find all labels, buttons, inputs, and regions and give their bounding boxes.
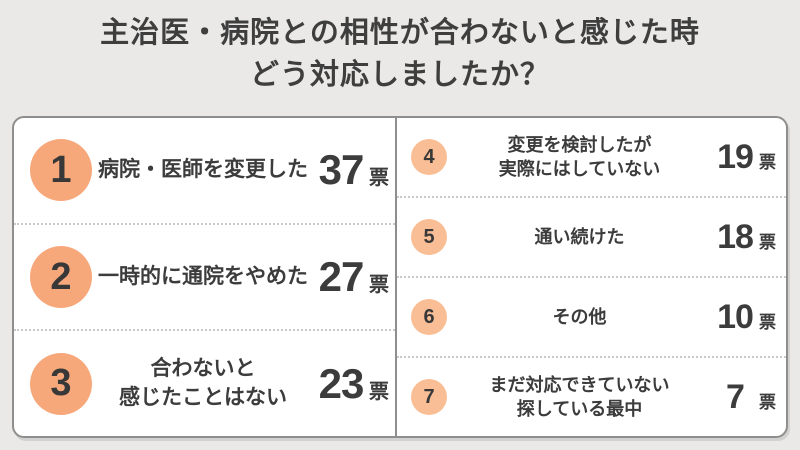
vote-unit-2: 票 [369, 274, 389, 296]
item-label-1: 病院・医師を変更した [98, 158, 308, 182]
vote-unit-7: 票 [759, 392, 776, 412]
vote-number-6: 10 [717, 297, 754, 336]
page-title: 主治医・病院との相性が合わないと感じた時 どう対応しましたか？ [0, 0, 800, 96]
ranking-item-2: 2 一時的に通院をやめた 27 票 [14, 222, 395, 330]
rank-badge-7: 7 [411, 379, 447, 415]
ranking-item-1: 1 病院・医師を変更した 37 票 [14, 118, 395, 223]
rank-badge-1: 1 [30, 139, 92, 202]
item-label-5: 通い続けた [534, 226, 625, 247]
vote-unit-4: 票 [759, 152, 776, 172]
ranking-item-5: 5 通い続けた 18 票 [397, 196, 786, 276]
item-label-6: その他 [552, 306, 607, 327]
rank-badge-3: 3 [30, 352, 92, 415]
rank-badge-5: 5 [411, 219, 447, 255]
rank-badge-4: 4 [411, 139, 447, 175]
item-label-4: 変更を検討したが 実際にはしていない [498, 134, 661, 179]
vote-unit-6: 票 [759, 312, 776, 332]
item-label-3: 合わないと 感じたことはない [119, 357, 287, 409]
vote-count-1: 37 票 [314, 146, 389, 194]
vote-number-1: 37 [318, 146, 365, 194]
vote-unit-1: 票 [369, 167, 389, 190]
ranking-item-3: 3 合わないと 感じたことはない 23 票 [14, 329, 395, 436]
vote-count-7: 7 票 [712, 378, 776, 417]
ranking-column-left: 1 病院・医師を変更した 37 票 2 一時的に通院をやめた 27 票 3 合わ… [14, 118, 395, 436]
vote-number-4: 19 [717, 137, 754, 176]
item-label-2: 一時的に通院をやめた [98, 264, 308, 288]
rank-badge-6: 6 [411, 299, 447, 335]
vote-count-5: 18 票 [712, 218, 776, 257]
vote-number-2: 27 [318, 253, 365, 300]
rank-badge-2: 2 [30, 246, 92, 308]
vote-unit-5: 票 [759, 232, 776, 252]
title-line-1: 主治医・病院との相性が合わないと感じた時 [100, 17, 700, 49]
item-label-7: まだ対応できていない 探している最中 [489, 374, 670, 419]
ranking-card: 1 病院・医師を変更した 37 票 2 一時的に通院をやめた 27 票 3 合わ… [12, 116, 788, 438]
vote-count-6: 10 票 [712, 298, 776, 337]
ranking-item-7: 7 まだ対応できていない 探している最中 7 票 [397, 356, 786, 436]
title-line-2: どう対応しましたか？ [249, 59, 550, 92]
vote-count-2: 27 票 [314, 253, 389, 301]
vote-number-7: 7 [726, 377, 745, 416]
vote-unit-3: 票 [369, 380, 389, 403]
vote-number-5: 18 [717, 217, 754, 256]
ranking-item-6: 6 その他 10 票 [397, 276, 786, 356]
vote-count-4: 19 票 [712, 138, 776, 177]
ranking-item-4: 4 変更を検討したが 実際にはしていない 19 票 [397, 118, 786, 196]
vote-number-3: 23 [318, 359, 365, 407]
ranking-column-right: 4 変更を検討したが 実際にはしていない 19 票 5 通い続けた 18 票 6… [395, 118, 786, 436]
vote-count-3: 23 票 [314, 360, 389, 408]
